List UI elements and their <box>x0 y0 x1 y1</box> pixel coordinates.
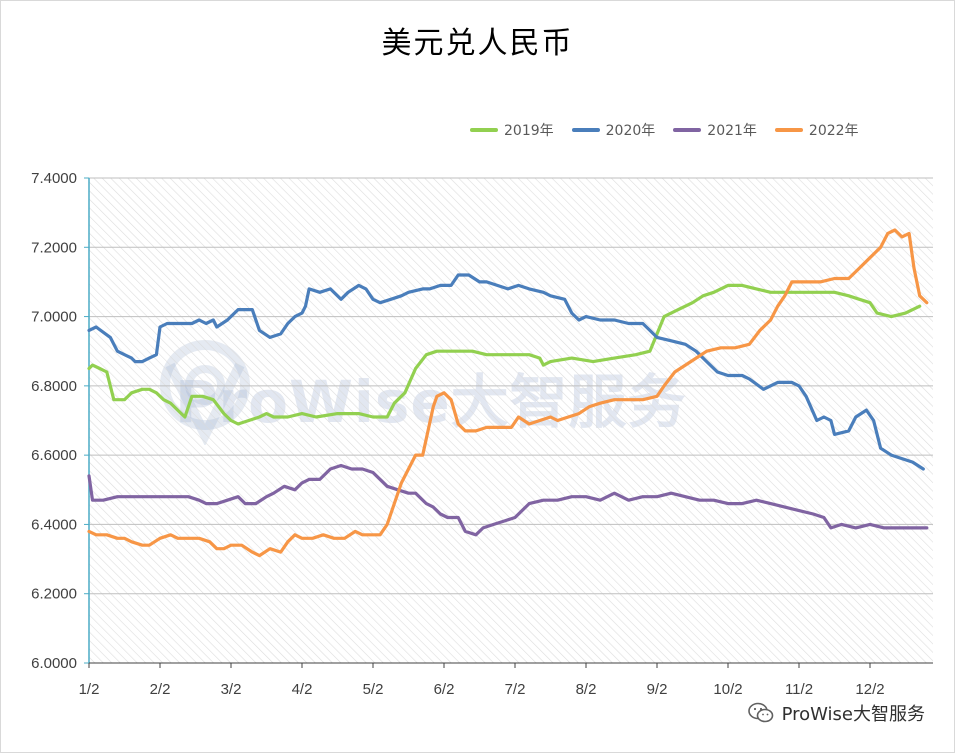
x-tick-label: 4/2 <box>292 681 313 698</box>
legend-label: 2021年 <box>707 123 757 139</box>
legend-swatch <box>571 128 600 132</box>
legend-item-4: 2022年 <box>774 120 859 140</box>
wechat-icon <box>747 702 773 723</box>
x-tick-label: 8/2 <box>576 681 597 698</box>
x-tick-label: 3/2 <box>221 681 242 698</box>
legend-item-1: 2019年 <box>470 120 554 140</box>
legend-item-3: 2021年 <box>673 120 757 140</box>
y-tick-label: 6.6000 <box>31 447 77 464</box>
legend-label: 2022年 <box>808 123 859 139</box>
series-line-2 <box>87 273 925 471</box>
chart-title: 美元兑人民币 <box>381 26 574 61</box>
x-tick-label: 10/2 <box>713 681 742 698</box>
legend-swatch <box>673 128 702 132</box>
x-tick-label: 7/2 <box>505 681 526 698</box>
series-line-4 <box>87 228 929 558</box>
x-tick-label: 11/2 <box>785 681 813 698</box>
y-tick-label: 6.4000 <box>31 516 77 533</box>
legend-item-2: 2020年 <box>571 120 656 140</box>
legend-label: 2020年 <box>605 123 656 139</box>
x-tick-label: 2/2 <box>150 681 171 698</box>
y-tick-label: 7.2000 <box>31 239 77 256</box>
y-tick-label: 6.8000 <box>31 378 77 395</box>
plot-background <box>89 178 933 663</box>
legend-label: 2019年 <box>504 123 554 139</box>
x-tick-label: 5/2 <box>363 681 384 698</box>
series-line-3 <box>87 463 929 537</box>
x-tick-label: 6/2 <box>434 681 455 698</box>
series-line-1 <box>87 283 922 426</box>
y-tick-label: 7.0000 <box>31 309 77 326</box>
legend-swatch <box>470 128 498 132</box>
brand-footer: ProWise大智服务 <box>747 700 925 726</box>
legend-swatch <box>774 128 803 132</box>
y-tick-label: 6.0000 <box>31 655 77 672</box>
y-tick-label: 6.2000 <box>31 586 77 603</box>
chart-legend: 2019年 2020年 2021年 2022年 <box>470 120 859 140</box>
x-tick-label: 1/2 <box>79 681 100 698</box>
y-tick-label: 7.4000 <box>31 170 77 187</box>
x-tick-label: 12/2 <box>855 681 884 698</box>
brand-label: ProWise大智服务 <box>781 704 925 725</box>
x-tick-label: 9/2 <box>647 681 668 698</box>
